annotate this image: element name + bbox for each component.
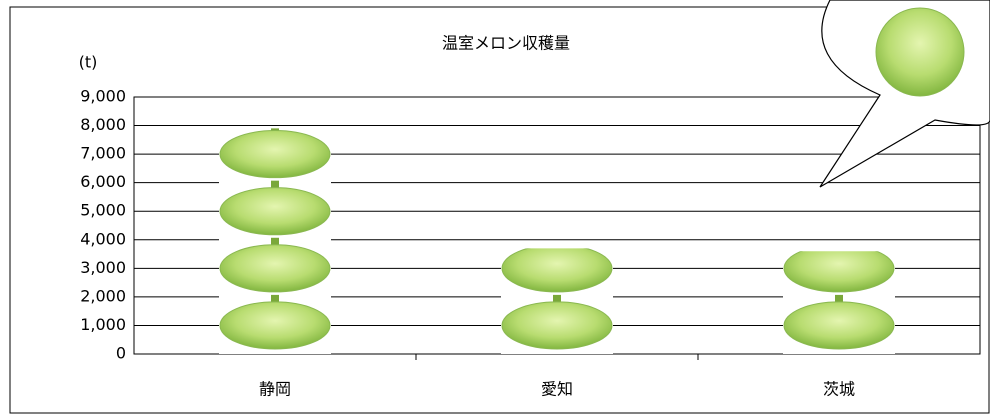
y-tick-label: 1,000 (80, 315, 126, 334)
y-tick-label: 0 (116, 344, 126, 363)
y-tick-label: 6,000 (80, 172, 126, 191)
x-tick-label: 愛知 (541, 380, 573, 399)
y-tick-label: 9,000 (80, 87, 126, 106)
melon-stem (835, 294, 843, 302)
melon-stem (553, 294, 561, 302)
melon-stack (501, 248, 613, 350)
melon (501, 301, 613, 350)
y-tick-label: 2,000 (80, 286, 126, 305)
melon (783, 251, 895, 293)
y-tick-label: 5,000 (80, 201, 126, 220)
melon-stem (271, 180, 279, 188)
y-tick-label: 8,000 (80, 115, 126, 134)
y-tick-label: 3,000 (80, 258, 126, 277)
x-tick-label: 茨城 (823, 380, 855, 399)
y-axis-label: (t) (79, 53, 98, 72)
melon (501, 248, 613, 293)
melon (219, 301, 331, 350)
melon (219, 187, 331, 236)
melon (783, 301, 895, 350)
speech-bubble (819, 0, 990, 188)
y-tick-label: 4,000 (80, 229, 126, 248)
y-tick-label: 7,000 (80, 144, 126, 163)
melon (219, 244, 331, 293)
chart-title: 温室メロン収穫量 (442, 34, 570, 53)
melon-stem (271, 294, 279, 302)
melon (219, 130, 331, 179)
plot-area: 0 1,000 2,000 3,000 4,000 5,000 6,000 7,000 8,00… (80, 87, 981, 399)
melon-stack (783, 251, 895, 350)
melon-stem (271, 128, 279, 131)
melon-stack (219, 128, 331, 350)
melon-stem (271, 237, 279, 245)
x-tick-label: 静岡 (259, 380, 291, 399)
